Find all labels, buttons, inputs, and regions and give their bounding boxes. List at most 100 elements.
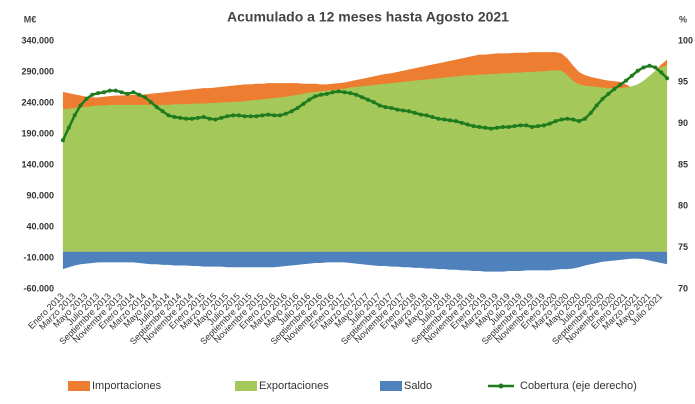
y2-tick-label: 75 xyxy=(678,242,688,252)
marker xyxy=(84,96,89,101)
y-tick-label: 40.000 xyxy=(26,221,54,231)
chart-title: Acumulado a 12 meses hasta Agosto 2021 xyxy=(227,9,509,25)
marker xyxy=(471,124,476,129)
marker xyxy=(342,90,347,95)
marker xyxy=(641,65,646,70)
marker xyxy=(665,76,670,81)
marker xyxy=(201,115,206,120)
y2-tick-label: 85 xyxy=(678,159,688,169)
marker xyxy=(137,92,142,97)
marker xyxy=(436,116,441,121)
marker xyxy=(547,121,552,126)
marker xyxy=(148,100,153,105)
marker xyxy=(66,125,71,130)
legend-swatch xyxy=(235,381,257,391)
marker xyxy=(588,110,593,115)
marker xyxy=(248,114,253,119)
marker xyxy=(213,117,218,122)
marker xyxy=(72,113,77,118)
legend-swatch xyxy=(68,381,90,391)
marker xyxy=(330,90,335,95)
marker xyxy=(442,117,447,122)
marker xyxy=(401,108,406,113)
marker xyxy=(506,124,511,129)
marker xyxy=(348,91,353,96)
marker xyxy=(107,88,112,93)
y-tick-label: -60.000 xyxy=(23,283,54,293)
marker xyxy=(459,120,464,125)
marker xyxy=(242,114,247,119)
legend-swatch xyxy=(498,383,504,389)
marker xyxy=(518,123,523,128)
marker xyxy=(324,91,329,96)
marker xyxy=(283,111,288,116)
legend-label: Saldo xyxy=(404,380,432,392)
marker xyxy=(577,119,582,124)
marker xyxy=(354,92,359,97)
marker xyxy=(536,124,541,129)
marker xyxy=(301,101,306,106)
marker xyxy=(618,82,623,87)
area xyxy=(62,251,668,272)
marker xyxy=(207,116,212,121)
marker xyxy=(266,112,271,117)
marker xyxy=(565,116,570,121)
marker xyxy=(489,126,494,131)
y-tick-label: -10.000 xyxy=(23,252,54,262)
marker xyxy=(659,70,664,75)
marker xyxy=(189,116,194,121)
legend-label: Cobertura (eje derecho) xyxy=(520,380,637,392)
marker xyxy=(424,113,429,118)
marker xyxy=(412,110,417,115)
marker xyxy=(606,91,611,96)
marker xyxy=(500,124,505,129)
y-tick-label: 240.000 xyxy=(21,97,54,107)
marker xyxy=(254,114,259,119)
marker xyxy=(406,109,411,114)
marker xyxy=(541,123,546,128)
marker xyxy=(113,88,118,93)
marker xyxy=(307,97,312,102)
marker xyxy=(594,103,599,108)
marker xyxy=(530,124,535,129)
marker xyxy=(272,113,277,118)
marker xyxy=(160,109,165,114)
marker xyxy=(612,86,617,91)
marker xyxy=(524,123,529,128)
marker xyxy=(430,115,435,120)
marker xyxy=(195,115,200,120)
marker xyxy=(178,115,183,120)
legend-label: Importaciones xyxy=(92,380,162,392)
legend-swatch xyxy=(380,381,402,391)
marker xyxy=(236,113,241,118)
marker xyxy=(512,124,517,129)
marker xyxy=(448,118,453,123)
marker xyxy=(78,103,83,108)
marker xyxy=(166,113,171,118)
marker xyxy=(571,117,576,122)
marker xyxy=(418,112,423,117)
y-tick-label: 340.000 xyxy=(21,35,54,45)
y2-tick-label: 95 xyxy=(678,77,688,87)
marker xyxy=(295,105,300,110)
marker xyxy=(277,113,282,118)
marker xyxy=(336,89,341,94)
marker xyxy=(647,63,652,68)
marker xyxy=(101,90,106,95)
marker xyxy=(624,78,629,83)
marker xyxy=(231,113,236,118)
y-tick-label: 190.000 xyxy=(21,128,54,138)
y2-tick-label: 90 xyxy=(678,118,688,128)
marker xyxy=(119,90,124,95)
marker xyxy=(96,91,101,96)
marker xyxy=(260,113,265,118)
marker xyxy=(494,125,499,130)
marker xyxy=(635,68,640,73)
y-tick-label: 290.000 xyxy=(21,66,54,76)
y-axis-label: M€ xyxy=(24,14,37,24)
y2-tick-label: 100 xyxy=(678,35,693,45)
area xyxy=(62,65,668,252)
marker xyxy=(154,105,159,110)
y-tick-label: 140.000 xyxy=(21,159,54,169)
marker xyxy=(225,114,230,119)
